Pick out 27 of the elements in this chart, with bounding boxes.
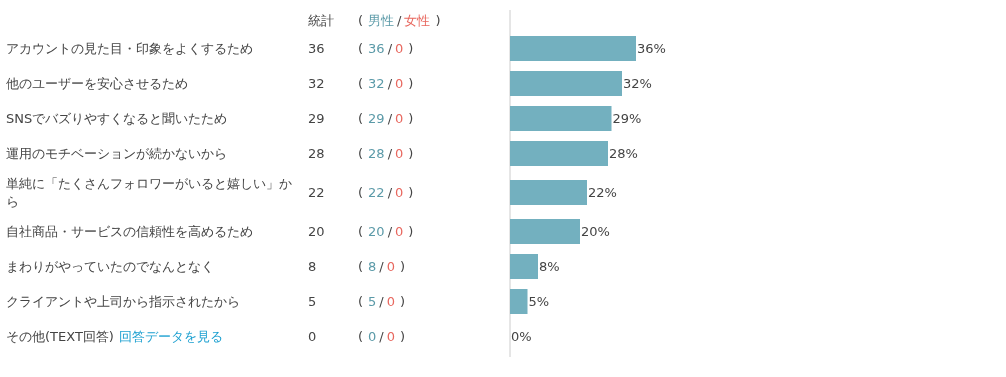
data-label: 36%: [637, 41, 666, 56]
data-label: 22%: [588, 185, 617, 200]
bar: [510, 180, 587, 205]
data-label: 29%: [612, 111, 642, 126]
y-tick-label: 運用のモチベーションが続かないから: [6, 146, 227, 161]
y-tick-label: 自社商品・サービスの信頼性を高めるため: [6, 224, 253, 239]
bar: [510, 36, 636, 61]
y-tick-label: まわりがやっていたのでなんとなく: [6, 259, 214, 274]
y-tick-label: 他のユーザーを安心させるため: [6, 76, 188, 91]
y-tick-label: SNSでバズりやすくなると聞いたため: [6, 111, 228, 126]
data-label: 20%: [581, 224, 610, 239]
y-tick-label: アカウントの見た目・印象をよくするため: [6, 41, 253, 56]
y-tick-label: その他(TEXT回答): [6, 329, 114, 344]
data-label: 8%: [539, 259, 560, 274]
table: 36 ( 36 / 0 ) 32 ( 32 / 0 ) 29 ( 29 / 0 ) 28 ( 28 / 0 ) 22 ( 22 / 0 ) 20 ( 20 / 0 ) 8 ( 8 / 0 ) 5 ( 5 / 0 ) 0 ( 0 / 0 ): [308, 41, 414, 344]
text: 回答データを見る: [118, 329, 223, 344]
bar: [510, 71, 622, 96]
data-label: 5%: [528, 294, 550, 309]
y-tick-label: 単純に「たくさんフォロワーがいると嬉しい」から: [6, 176, 292, 209]
data-label: 0%: [511, 329, 532, 344]
bar: [510, 289, 528, 314]
y-tick-label: クライアントや上司から指示されたから: [6, 294, 240, 309]
data-label: 28%: [609, 146, 638, 161]
bar: [510, 254, 538, 279]
data-label: 32%: [623, 76, 652, 91]
bar: [510, 106, 612, 131]
header: 統計 ( 男性 / 女性 ): [308, 12, 441, 28]
